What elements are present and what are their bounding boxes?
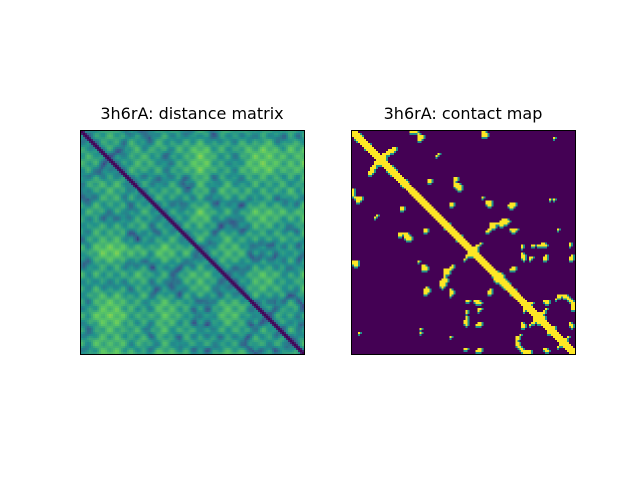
contact-map-canvas [352,131,575,354]
contact-map-heatmap [351,130,576,355]
chart-title-distance-matrix: 3h6rA: distance matrix [100,104,284,123]
distance-matrix-heatmap [80,130,305,355]
distance-matrix-canvas [81,131,304,354]
chart-title-contact-map: 3h6rA: contact map [383,104,543,123]
